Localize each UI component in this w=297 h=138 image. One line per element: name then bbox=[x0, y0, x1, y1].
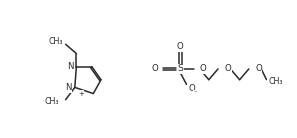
Text: O: O bbox=[224, 64, 231, 73]
Text: O: O bbox=[177, 42, 184, 51]
Text: CH₃: CH₃ bbox=[45, 97, 59, 106]
Text: CH₃: CH₃ bbox=[48, 37, 62, 46]
Text: N: N bbox=[65, 83, 72, 92]
Text: CH₃: CH₃ bbox=[269, 77, 283, 86]
Text: ⁻: ⁻ bbox=[193, 91, 197, 97]
Text: S: S bbox=[177, 64, 183, 73]
Text: +: + bbox=[78, 91, 84, 97]
Text: O: O bbox=[189, 84, 195, 93]
Text: O: O bbox=[151, 64, 158, 73]
Text: O: O bbox=[200, 64, 206, 73]
Text: N: N bbox=[67, 62, 73, 71]
Text: O: O bbox=[255, 64, 262, 73]
